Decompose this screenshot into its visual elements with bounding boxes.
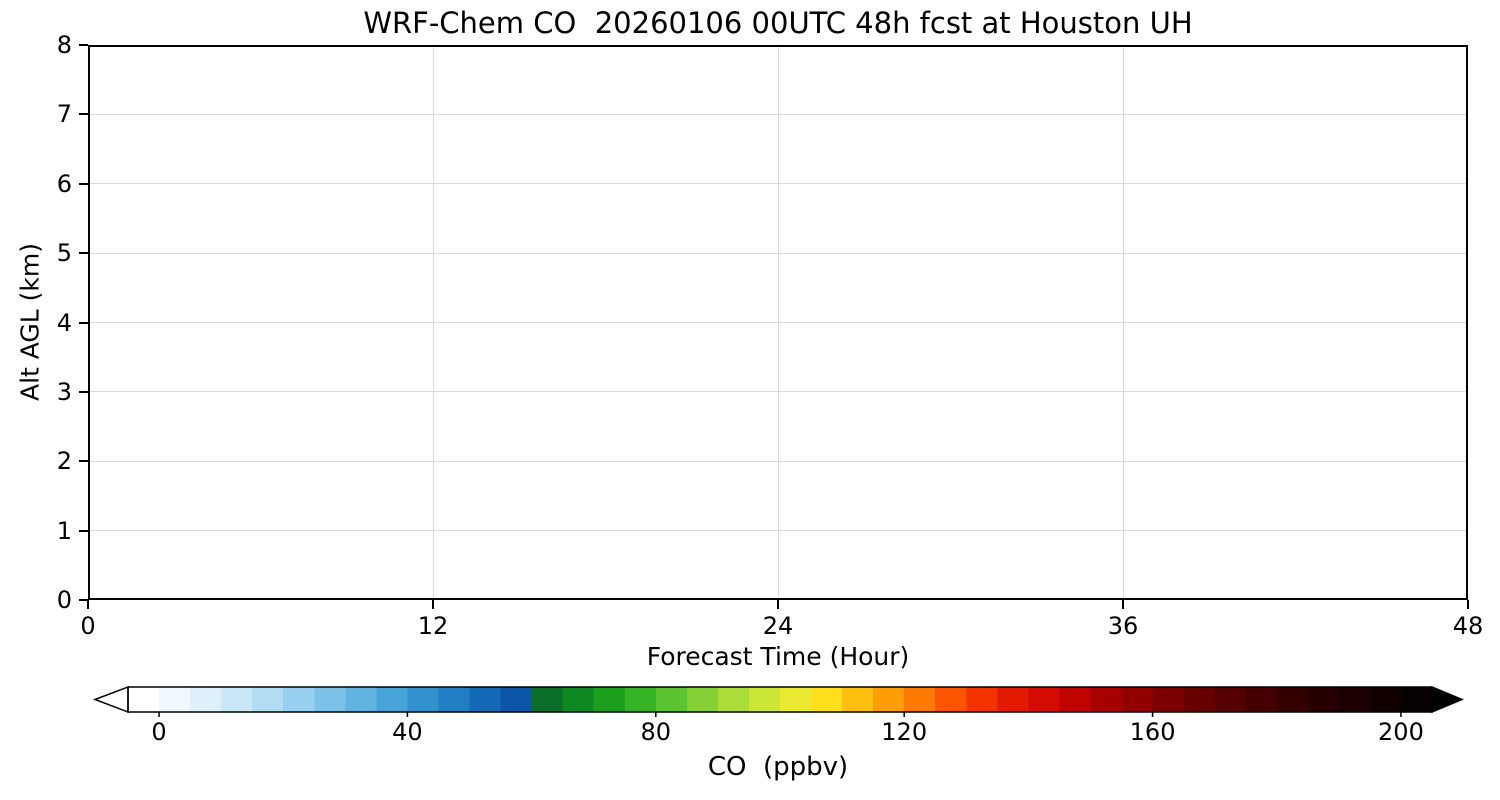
- colorbar-segment: [655, 687, 688, 712]
- colorbar-segment: [1214, 687, 1247, 712]
- y-tick-mark: [79, 390, 88, 393]
- colorbar-segment: [283, 687, 315, 712]
- colorbar-segment: [1152, 687, 1185, 712]
- colorbar-segment: [811, 687, 843, 712]
- y-tick-label: 1: [56, 516, 72, 545]
- grid-line-vertical: [432, 45, 434, 600]
- colorbar-outline: [127, 686, 1433, 713]
- colorbar-segment: [562, 687, 595, 712]
- colorbar-segment: [500, 687, 533, 712]
- colorbar-tick-label: 160: [1130, 718, 1176, 746]
- x-axis-label: Forecast Time (Hour): [646, 642, 910, 671]
- grid-line-vertical: [1122, 45, 1124, 600]
- colorbar-segment: [252, 687, 284, 712]
- colorbar-segment: [842, 687, 874, 712]
- y-tick-mark: [79, 321, 88, 324]
- y-tick-mark: [79, 599, 88, 601]
- y-tick-mark: [79, 44, 88, 46]
- colorbar-under-arrow: [92, 685, 129, 714]
- y-tick-mark: [79, 113, 88, 116]
- colorbar-segment: [221, 687, 253, 712]
- y-tick-label: 8: [56, 31, 72, 59]
- colorbar-tick-label: 40: [392, 718, 423, 746]
- colorbar-segment: [1338, 687, 1371, 712]
- y-tick-mark: [79, 182, 88, 185]
- colorbar-tick-label: 80: [641, 718, 672, 746]
- colorbar-segment: [1121, 687, 1154, 712]
- x-tick-mark: [1467, 600, 1469, 609]
- colorbar-segment: [904, 687, 936, 712]
- colorbar-segment: [997, 687, 1029, 712]
- x-tick-label: 0: [80, 612, 96, 640]
- colorbar-segment: [780, 687, 812, 712]
- colorbar-segment: [438, 687, 471, 712]
- colorbar-segment: [1307, 687, 1340, 712]
- colorbar-segment: [469, 687, 502, 712]
- colorbar-segment: [407, 687, 440, 712]
- colorbar-segment: [935, 687, 967, 712]
- x-tick-label: 48: [1452, 612, 1484, 640]
- x-tick-mark: [777, 600, 779, 609]
- x-tick-label: 36: [1107, 612, 1139, 640]
- y-tick-label: 6: [56, 169, 72, 198]
- colorbar-segment: [1183, 687, 1216, 712]
- x-tick-label: 24: [762, 612, 794, 640]
- colorbar-label: CO (ppbv): [707, 752, 849, 782]
- y-tick-label: 0: [56, 586, 72, 614]
- colorbar-segment: [159, 687, 191, 712]
- colorbar-segment: [1059, 687, 1092, 712]
- y-tick-label: 2: [56, 447, 72, 476]
- x-tick-mark: [87, 600, 89, 609]
- colorbar-segment: [128, 687, 160, 712]
- y-tick-mark: [79, 252, 88, 255]
- chart-title: WRF-Chem CO 20260106 00UTC 48h fcst at H…: [363, 6, 1193, 40]
- colorbar-segment: [966, 687, 998, 712]
- colorbar-over-arrow: [1431, 685, 1464, 714]
- colorbar-segment: [1369, 687, 1402, 712]
- colorbar-tick-label: 0: [151, 718, 166, 746]
- colorbar-tick-label: 200: [1378, 718, 1424, 746]
- colorbar-segment: [314, 687, 346, 712]
- y-tick-label: 4: [56, 308, 72, 337]
- y-tick-mark: [79, 460, 88, 463]
- colorbar-segment: [873, 687, 905, 712]
- x-tick-mark: [1122, 600, 1124, 609]
- colorbar: 0 40 80 120 160 200: [92, 685, 1464, 746]
- colorbar-segment: [345, 687, 377, 712]
- colorbar-segment: [1090, 687, 1123, 712]
- y-tick-label: 7: [56, 100, 72, 129]
- y-tick-label: 3: [56, 377, 72, 406]
- colorbar-segment: [1028, 687, 1061, 712]
- colorbar-segment: [1245, 687, 1278, 712]
- colorbar-segment: [1276, 687, 1309, 712]
- x-tick-label: 12: [417, 612, 449, 640]
- y-tick-label: 5: [56, 239, 72, 268]
- colorbar-segment: [717, 687, 750, 712]
- colorbar-segment: [593, 687, 626, 712]
- x-tick-mark: [432, 600, 434, 609]
- colorbar-segment: [686, 687, 719, 712]
- colorbar-segment: [531, 687, 564, 712]
- colorbar-segment: [748, 687, 781, 712]
- colorbar-segment: [190, 687, 222, 712]
- colorbar-tick-label: 120: [881, 718, 927, 746]
- y-tick-mark: [79, 529, 88, 532]
- colorbar-segment: [624, 687, 657, 712]
- colorbar-segment: [376, 687, 409, 712]
- grid-line-vertical: [777, 45, 779, 600]
- colorbar-segment: [1400, 687, 1433, 712]
